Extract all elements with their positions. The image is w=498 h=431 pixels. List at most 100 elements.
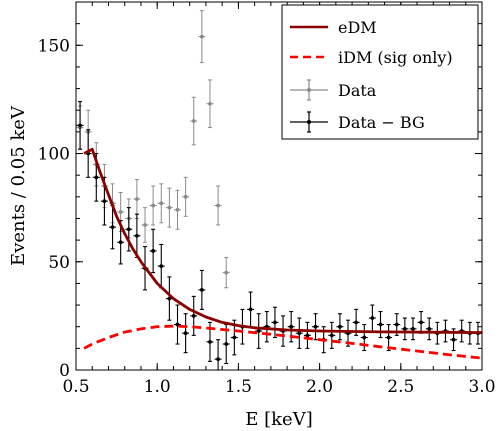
data-point xyxy=(149,185,157,226)
data-bg-point xyxy=(336,313,344,341)
data-point-marker xyxy=(135,197,139,201)
data-bg-point xyxy=(368,304,376,332)
data-bg-point-marker xyxy=(289,324,294,329)
model-curves xyxy=(83,147,483,360)
legend-label-data: Data xyxy=(338,81,377,100)
data-bg-point-marker xyxy=(419,320,423,325)
data-bg-point xyxy=(198,269,206,310)
data-point xyxy=(133,179,141,219)
data-bg-point xyxy=(214,339,222,371)
data-marks xyxy=(76,10,482,371)
data-point-marker xyxy=(183,194,188,199)
data-bg-point-marker xyxy=(232,335,237,340)
x-tick-label: 0.5 xyxy=(62,377,89,397)
data-bg-point-marker xyxy=(183,331,188,336)
data-bg-point xyxy=(174,304,181,345)
data-bg-point xyxy=(149,228,157,274)
data-bg-point xyxy=(247,291,255,328)
data-point-marker xyxy=(224,270,229,275)
data-bg-point-marker xyxy=(338,324,342,329)
data-bg-point xyxy=(190,295,198,336)
data-point xyxy=(206,79,214,129)
legend: eDM iDM (sig only) Data Data − BG xyxy=(281,4,479,140)
data-bg-point-marker xyxy=(411,326,415,331)
legend-label-edm: eDM xyxy=(338,18,377,37)
data-point-marker xyxy=(208,101,212,106)
data-point-marker xyxy=(143,223,147,227)
data-bg-point-marker xyxy=(78,123,82,128)
data-bg-point xyxy=(312,313,320,341)
y-tick-label: 0 xyxy=(59,361,70,381)
data-bg-point xyxy=(109,204,117,250)
data-bg-point xyxy=(263,311,271,343)
data-bg-point xyxy=(425,317,433,341)
data-bg-point-marker xyxy=(329,333,334,338)
y-axis-label: Events / 0.05 keV xyxy=(8,105,29,266)
y-tick-label: 100 xyxy=(38,145,70,165)
legend-label-idm: iDM (sig only) xyxy=(338,48,453,67)
data-point xyxy=(141,207,149,243)
data-bg-point xyxy=(409,317,417,341)
data-bg-point-marker xyxy=(118,240,123,245)
data-bg-point-marker xyxy=(191,313,196,318)
data-bg-point-marker xyxy=(354,320,359,325)
data-bg-point xyxy=(182,313,190,354)
data-bg-point xyxy=(287,311,295,343)
data-point xyxy=(214,185,222,226)
x-tick-label: 1.5 xyxy=(225,377,252,397)
data-bg-point-marker xyxy=(126,227,131,232)
data-point-marker xyxy=(175,207,180,212)
data-bg-point xyxy=(133,213,141,258)
data-point xyxy=(190,96,198,146)
data-bg-point-marker xyxy=(362,335,367,340)
data-bg-point xyxy=(328,321,336,349)
data-bg-point-marker xyxy=(110,225,115,230)
y-tick-label: 50 xyxy=(48,253,70,273)
data-point-marker xyxy=(151,203,156,208)
data-bg-point-marker xyxy=(94,175,99,180)
data-bg-point-marker xyxy=(199,288,204,292)
data-bg-point-marker xyxy=(208,339,212,344)
data-bg-point-marker xyxy=(394,322,399,327)
data-bg-point xyxy=(417,311,425,334)
data-bg-point xyxy=(377,311,384,339)
y-tick-label: 150 xyxy=(38,36,70,56)
edm-curve xyxy=(83,147,483,334)
data-bg-point xyxy=(271,306,279,339)
data-point xyxy=(174,189,181,230)
data-bg-point xyxy=(360,323,368,352)
data-bg-point-marker xyxy=(224,342,229,346)
data-point xyxy=(157,183,165,224)
data-bg-point xyxy=(76,101,84,150)
x-tick-label: 1.0 xyxy=(144,377,171,397)
data-bg-point-marker xyxy=(256,329,261,333)
data-bg-point xyxy=(295,317,303,349)
x-tick-label: 2.0 xyxy=(306,377,333,397)
legend-swatch-marker xyxy=(307,88,311,92)
x-tick-label: 2.5 xyxy=(387,377,414,397)
data-point xyxy=(198,10,206,64)
data-bg-point xyxy=(255,313,263,349)
data-bg-point-marker xyxy=(297,331,302,336)
data-bg-point-marker xyxy=(216,357,221,362)
data-bg-point-marker xyxy=(313,324,318,329)
data-bg-point xyxy=(157,243,165,289)
data-bg-point-marker xyxy=(273,320,277,325)
data-bg-point xyxy=(401,317,409,341)
data-bg-point-marker xyxy=(402,326,407,331)
legend-label-data-bg: Data − BG xyxy=(338,113,425,132)
data-bg-point-marker xyxy=(427,326,432,331)
plot-frame xyxy=(75,1,483,371)
data-bg-point-marker xyxy=(378,322,383,327)
legend-swatch-marker xyxy=(307,120,311,124)
data-bg-point-marker xyxy=(305,333,310,338)
x-tick-label: 3.0 xyxy=(468,377,495,397)
data-point-marker xyxy=(199,34,204,39)
tick-labels: 0.5 1.0 1.5 2.0 2.5 3.0 0 50 100 150 xyxy=(38,36,496,397)
x-axis-label: E [keV] xyxy=(245,409,312,430)
data-point xyxy=(182,176,190,217)
data-bg-point-marker xyxy=(159,264,164,268)
data-point-marker xyxy=(191,119,196,123)
data-bg-point-marker xyxy=(248,307,253,312)
legend-swatch-data xyxy=(290,79,328,101)
